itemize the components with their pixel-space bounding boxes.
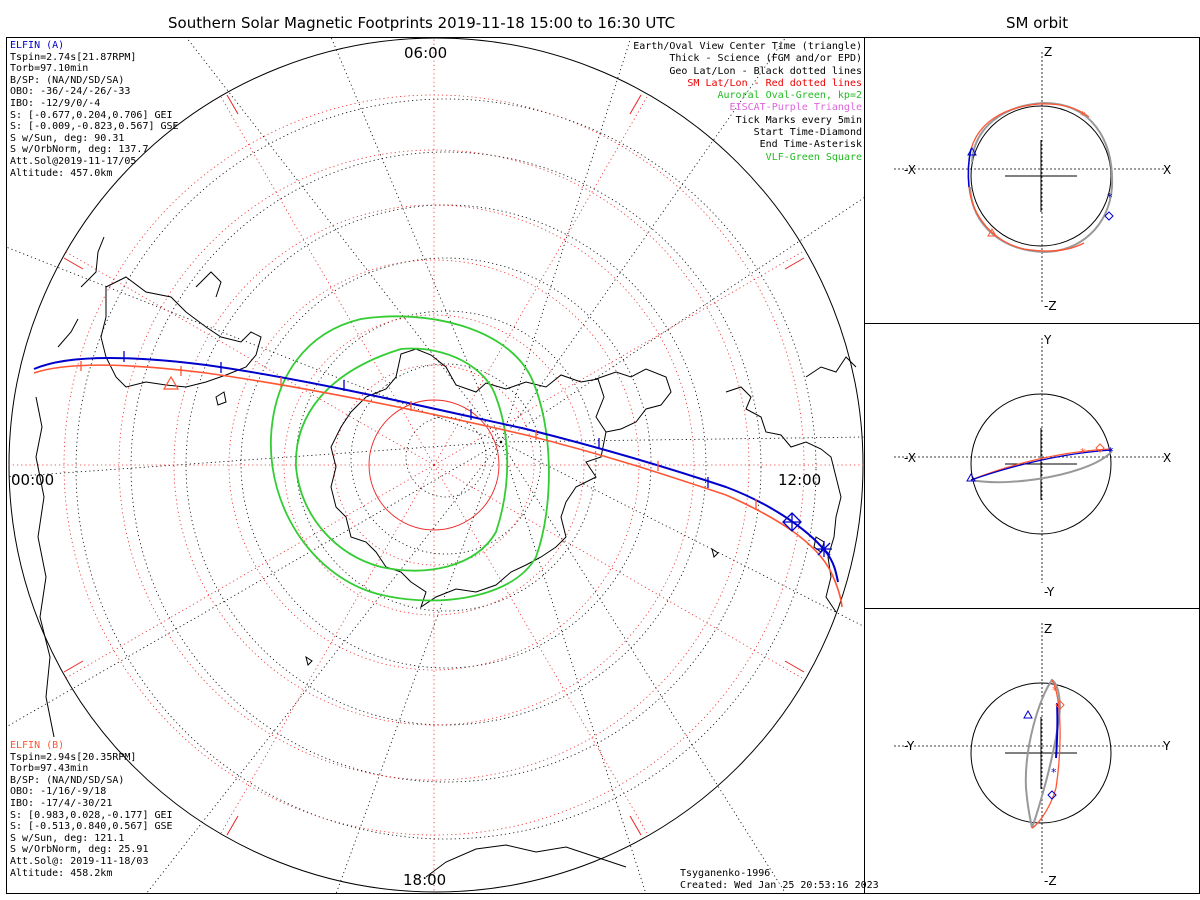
- legend-item: End Time-Asterisk: [759, 139, 862, 151]
- map-label-right: 12:00: [778, 471, 821, 489]
- probe-a-line: Torb=97.10min: [10, 63, 89, 75]
- footprint-map: 06:00 00:00 12:00 18:00: [7, 38, 864, 893]
- legend-item: Thick - Science (FGM and/or EPD): [669, 53, 862, 65]
- created-timestamp: Created: Wed Jan 25 20:53:16 2023: [680, 880, 879, 891]
- svg-text:*: *: [1108, 445, 1114, 458]
- orbit-yz-bottom: -Z: [1044, 874, 1057, 888]
- probe-b-line: OBO: -1/16/-9/18: [10, 786, 107, 798]
- legend-item: Tick Marks every 5min: [735, 114, 862, 126]
- orbit-panel-xy: * * Y -Y -X X: [894, 333, 1171, 599]
- svg-text:*: *: [1080, 446, 1086, 459]
- end-asterisk-marker: [816, 541, 832, 557]
- probe-b-line: S w/OrbNorm, deg: 25.91: [10, 844, 149, 856]
- probe-a-ticks: [123, 351, 709, 488]
- view-center-triangle: [162, 375, 180, 390]
- sm-inner-circle: [368, 399, 500, 531]
- probe-b-line: Altitude: 458.2km: [10, 867, 113, 879]
- svg-text:*: *: [1107, 191, 1113, 204]
- auroral-oval-outer: [270, 315, 550, 602]
- orbit-panel-yz: * * Z -Z -Y Y: [894, 622, 1171, 888]
- geo-longitude-grid: [7, 38, 864, 893]
- legend-item: VLF-Green Square: [765, 151, 862, 163]
- map-legend: Earth/Oval View Center Time (triangle) T…: [633, 41, 862, 164]
- orbit-title: SM orbit: [1006, 14, 1069, 32]
- legend-item: SM Lat/Lon - Red dotted lines: [687, 77, 862, 89]
- probe-a-line: Att.Sol@2019-11-17/05: [10, 155, 137, 167]
- legend-item: Earth/Oval View Center Time (triangle): [633, 41, 862, 52]
- map-label-bottom: 18:00: [403, 871, 446, 889]
- probe-a-line: S w/OrbNorm, deg: 137.7: [10, 144, 149, 156]
- start-diamond-marker: [782, 512, 802, 532]
- orbit-yz-right: Y: [1162, 739, 1171, 753]
- probe-b-line: Att.Sol@: 2019-11-18/03: [10, 855, 149, 867]
- orbit-xz-right: X: [1163, 163, 1171, 177]
- geo-latitude-grid: [75, 98, 817, 840]
- orbit-xz-top: Z: [1044, 45, 1052, 59]
- probe-a-line: IBO: -12/9/0/-4: [10, 97, 101, 109]
- probe-b-line: B/SP: (NA/ND/SD/SA): [10, 774, 125, 786]
- orbit-xy-left: -X: [904, 451, 916, 465]
- probe-a-line: Tspin=2.74s[21.87RPM]: [10, 51, 137, 63]
- legend-item: Start Time-Diamond: [753, 127, 862, 139]
- orbit-yz-top: Z: [1044, 622, 1052, 636]
- probe-b-track: [33, 364, 843, 608]
- probe-a-line: Altitude: 457.0km: [10, 167, 113, 179]
- legend-item: Auroral Oval-Green, kp=2: [717, 90, 863, 102]
- svg-text:*: *: [1052, 684, 1058, 697]
- svg-text:*: *: [1080, 109, 1086, 122]
- probe-a-line: S w/Sun, deg: 90.31: [10, 132, 125, 144]
- probe-a-track: [33, 356, 839, 583]
- legend-item: EISCAT-Purple Triangle: [729, 102, 862, 114]
- map-label-left: 00:00: [11, 471, 54, 489]
- probe-a-line: B/SP: (NA/ND/SD/SA): [10, 74, 125, 86]
- probe-a-info: ELFIN (A) Tspin=2.74s[21.87RPM] Torb=97.…: [10, 40, 179, 179]
- map-title: Southern Solar Magnetic Footprints 2019-…: [168, 14, 676, 32]
- sm-boundary-ticks: [63, 94, 805, 836]
- probe-b-line: S w/Sun, deg: 121.1: [10, 832, 125, 844]
- probe-b-line: Tspin=2.94s[20.35RPM]: [10, 751, 137, 763]
- probe-b-line: S: [-0.513,0.840,0.567] GSE: [10, 821, 173, 833]
- orbit-yz-left: -Y: [904, 739, 915, 753]
- svg-text:*: *: [1051, 766, 1057, 779]
- probe-b-name: ELFIN (B): [10, 740, 65, 751]
- probe-a-name: ELFIN (A): [10, 40, 65, 51]
- sm-longitude-grid: [7, 38, 864, 893]
- orbit-panel-xz: * * Z -Z -X X: [894, 45, 1171, 313]
- legend-item: Geo Lat/Lon - Black dotted lines: [669, 65, 862, 77]
- probe-b-line: IBO: -17/4/-30/21: [10, 797, 113, 809]
- orbit-xz-left: -X: [904, 163, 916, 177]
- model-name: Tsyganenko-1996: [680, 868, 771, 879]
- probe-a-line: S: [-0.677,0.204,0.706] GEI: [10, 109, 173, 121]
- probe-b-line: S: [0.983,0.028,-0.177] GEI: [10, 809, 173, 821]
- orbit-xz-bottom: -Z: [1044, 299, 1057, 313]
- probe-b-line: Torb=97.43min: [10, 763, 89, 775]
- orbit-xy-right: X: [1163, 451, 1171, 465]
- auroral-oval-inner: [295, 347, 509, 572]
- orbit-xy-bottom: -Y: [1044, 585, 1055, 599]
- orbit-xy-top: Y: [1043, 333, 1052, 347]
- probe-b-ticks: [80, 361, 757, 509]
- probe-a-line: OBO: -36/-24/-26/-33: [10, 86, 131, 98]
- map-label-top: 06:00: [404, 44, 447, 62]
- probe-a-line: S: [-0.009,-0.823,0.567] GSE: [10, 121, 179, 133]
- probe-b-info: ELFIN (B) Tspin=2.94s[20.35RPM] Torb=97.…: [10, 740, 173, 879]
